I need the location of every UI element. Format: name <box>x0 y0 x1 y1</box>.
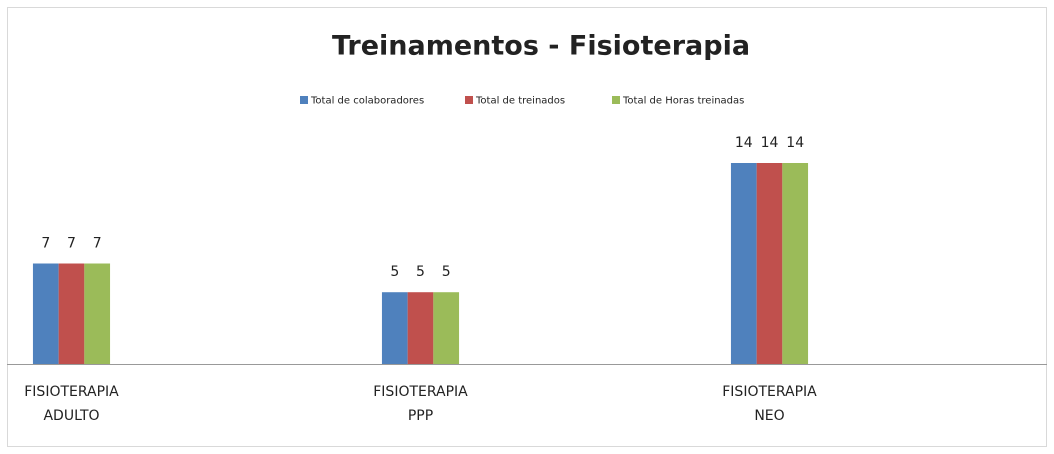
bar <box>58 263 85 364</box>
data-label: 5 <box>442 264 451 280</box>
bar <box>32 263 59 364</box>
data-label: 5 <box>390 264 399 280</box>
data-label: 14 <box>735 135 753 151</box>
x-tick-label: FISIOTERAPIA NEO <box>722 384 817 424</box>
bar <box>756 163 783 364</box>
bar <box>782 163 809 364</box>
data-label: 7 <box>93 236 102 252</box>
chart-title: Treinamentos - Fisioterapia <box>332 31 750 62</box>
legend-label: Total de treinados <box>475 96 565 107</box>
data-label: 14 <box>761 135 779 151</box>
bar <box>84 263 111 364</box>
x-tick-label: FISIOTERAPIA PPP <box>373 384 468 424</box>
data-label: 7 <box>41 236 50 252</box>
legend-swatch <box>300 96 308 104</box>
legend-swatch <box>465 96 473 104</box>
bar <box>730 163 757 364</box>
legend-swatch <box>612 96 620 104</box>
bar <box>381 292 408 364</box>
legend-label: Total de Horas treinadas <box>622 96 744 107</box>
data-label: 5 <box>416 264 425 280</box>
data-label: 7 <box>67 236 76 252</box>
legend-label: Total de colaboradores <box>310 96 424 107</box>
data-label: 14 <box>786 135 804 151</box>
bar <box>407 292 434 364</box>
chart-frame <box>7 7 1047 447</box>
bar <box>433 292 460 364</box>
x-tick-label: FISIOTERAPIA ADULTO <box>24 384 119 424</box>
